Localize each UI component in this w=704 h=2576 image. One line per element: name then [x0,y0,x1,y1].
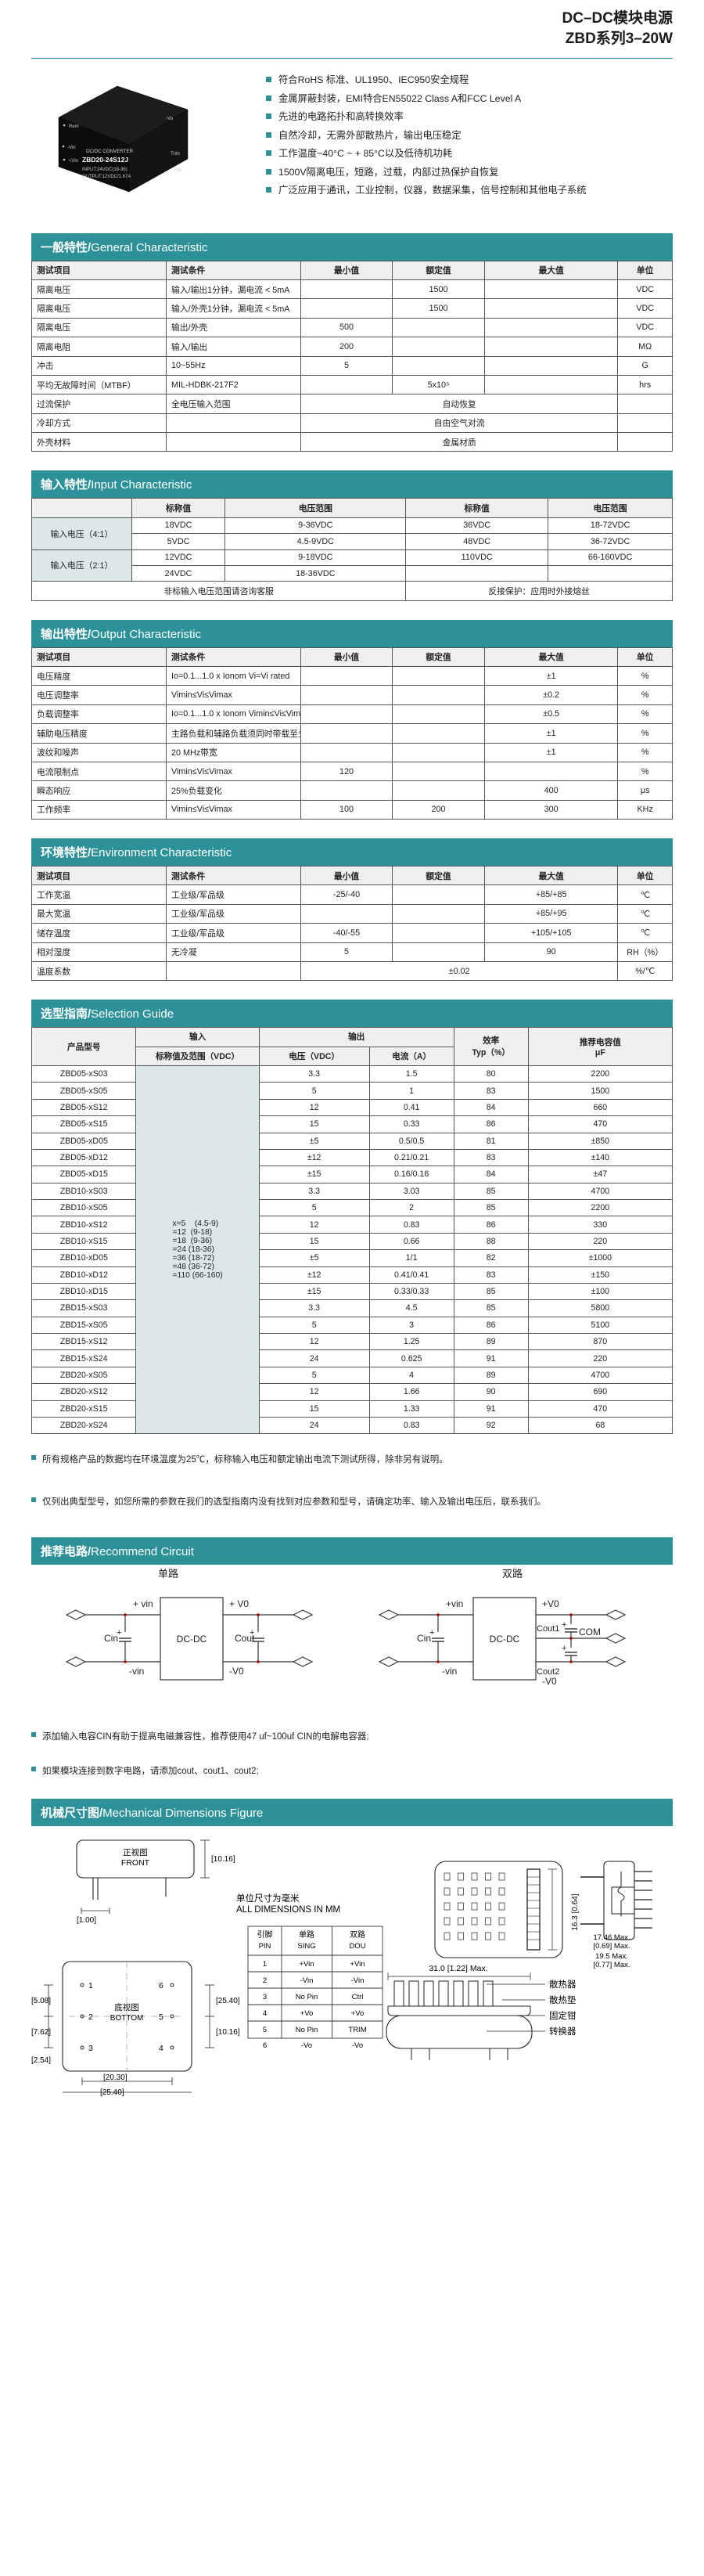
svg-text:散热垫: 散热垫 [549,1994,576,2005]
svg-text:转换器: 转换器 [549,2026,576,2037]
svg-text:TRIM: TRIM [348,2026,366,2034]
svg-text:+Vo: +Vo [351,2009,365,2018]
svg-text:No Pin: No Pin [296,2026,318,2034]
svg-text:SING: SING [297,1942,315,1951]
svg-text:+: + [562,1644,566,1653]
svg-text:Trim: Trim [171,152,180,157]
svg-text:[20.30]: [20.30] [103,2073,128,2082]
svg-text:6: 6 [159,1981,163,1991]
svg-text:5: 5 [263,2026,267,2034]
svg-text:DC-DC: DC-DC [177,1634,207,1645]
svg-text:底视图: 底视图 [114,2002,139,2012]
svg-text:No Pin: No Pin [296,1993,318,2001]
svg-text:DOU: DOU [349,1942,365,1951]
svg-text:单路: 单路 [158,1568,178,1580]
svg-text:-V0: -V0 [229,1666,244,1677]
svg-text:31.0 [1.22] Max.: 31.0 [1.22] Max. [429,1964,487,1973]
svg-text:-Vo: -Vo [352,2041,363,2050]
svg-text:+Vin: +Vin [350,1960,365,1969]
svg-text:ALL DIMENSIONS IN MM: ALL DIMENSIONS IN MM [236,1905,340,1915]
svg-text:双路: 双路 [502,1568,523,1580]
svg-text:-V0: -V0 [542,1676,557,1687]
svg-text:+Vin: +Vin [299,1960,314,1969]
svg-text:+: + [562,1620,566,1630]
svg-text:2: 2 [88,2012,93,2022]
svg-text:+ V0: + V0 [229,1598,249,1609]
svg-text:4: 4 [263,2009,267,2018]
svg-text:+ vin: + vin [133,1598,153,1609]
svg-text:17.46 Max.: 17.46 Max. [594,1933,630,1942]
svg-text:19.5 Max.: 19.5 Max. [595,1952,628,1961]
svg-text:16.3 [0.64]: 16.3 [0.64] [571,1893,580,1930]
svg-text:+: + [429,1628,434,1637]
svg-text:FRONT: FRONT [121,1858,150,1868]
svg-text:散热器: 散热器 [549,1979,576,1990]
svg-text:[10.16]: [10.16] [216,2028,240,2037]
svg-text:Ctrl: Ctrl [352,1993,364,2001]
svg-text:Cout1: Cout1 [537,1624,559,1634]
svg-text:6: 6 [263,2041,267,2050]
svg-text:+vin: +vin [446,1598,463,1609]
svg-text:[2.54]: [2.54] [31,2056,51,2065]
svg-text:+: + [117,1628,121,1637]
svg-text:3: 3 [88,2044,93,2053]
svg-text:-vin: -vin [129,1666,144,1677]
svg-text:OUTPUT:12VDC/1.67A: OUTPUT:12VDC/1.67A [82,175,131,179]
svg-text:+Vo: +Vo [300,2009,314,2018]
svg-text:DC/DC CONVERTER: DC/DC CONVERTER [86,149,134,154]
svg-text:-Vo: -Vo [301,2041,312,2050]
svg-text:[0.69] Max.: [0.69] Max. [594,1942,630,1951]
svg-text:+: + [250,1628,254,1637]
svg-text:-vin: -vin [442,1666,457,1677]
svg-text:单路: 单路 [299,1929,314,1940]
svg-text:单位尺寸为毫米: 单位尺寸为毫米 [236,1893,300,1904]
svg-text:[1.00]: [1.00] [77,1916,96,1925]
svg-text:PIN: PIN [259,1942,271,1951]
svg-text:双路: 双路 [350,1929,365,1940]
svg-text:引脚: 引脚 [257,1929,273,1940]
svg-text:[0.77] Max.: [0.77] Max. [594,1961,630,1969]
svg-text:5: 5 [159,2012,163,2022]
svg-text:-Vin: -Vin [67,146,76,150]
svg-text:[7.62]: [7.62] [31,2028,51,2037]
svg-text:4: 4 [159,2044,163,2053]
svg-text:2: 2 [263,1976,267,1985]
svg-text:[5.08]: [5.08] [31,1997,51,2005]
svg-text:3: 3 [263,1993,267,2001]
svg-text:-Vin: -Vin [351,1976,365,1985]
svg-text:+V0: +V0 [542,1598,559,1609]
svg-text:INPUT:24VDC(18-36): INPUT:24VDC(18-36) [82,168,128,172]
svg-text:1: 1 [263,1960,267,1969]
svg-text:COM: COM [579,1627,601,1637]
svg-text:+Vin: +Vin [69,159,78,164]
svg-text:ZBD20-24S12J: ZBD20-24S12J [82,156,128,164]
svg-text:1: 1 [88,1981,93,1991]
svg-text:Rem: Rem [69,124,79,129]
svg-text:-Vo: -Vo [166,117,174,121]
svg-text:-Vin: -Vin [300,1976,314,1985]
svg-text:[10.16]: [10.16] [211,1855,235,1864]
svg-text:[25.40]: [25.40] [100,2088,124,2096]
svg-text:+Vo: +Vo [174,168,182,173]
svg-text:BOTTOM: BOTTOM [110,2014,144,2023]
svg-text:正视图: 正视图 [123,1847,148,1857]
svg-text:[25.40]: [25.40] [216,1997,240,2005]
svg-text:DC-DC: DC-DC [490,1634,520,1645]
svg-text:固定钳: 固定钳 [549,2010,576,2021]
